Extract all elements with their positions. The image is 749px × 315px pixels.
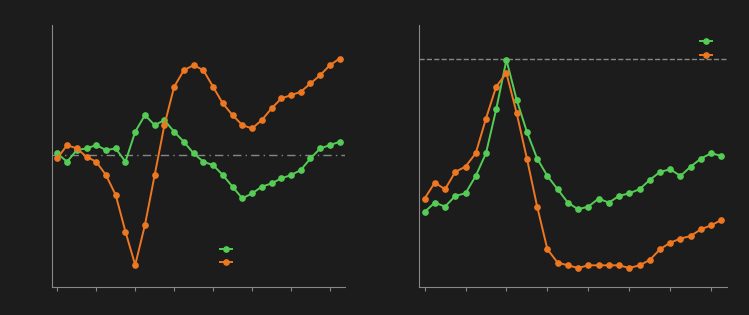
Legend: , : , <box>216 240 239 271</box>
Legend: , : , <box>697 33 718 64</box>
